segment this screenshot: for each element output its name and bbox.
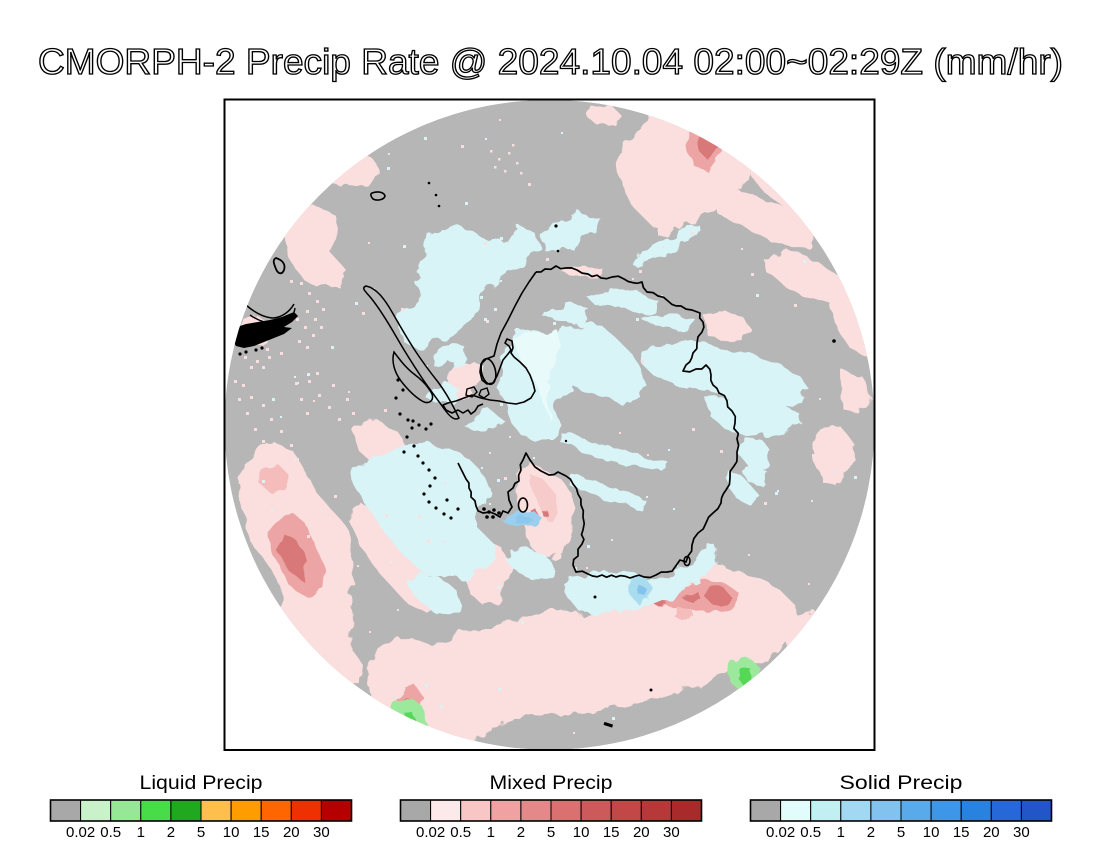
- svg-text:15: 15: [253, 824, 270, 841]
- svg-text:5: 5: [197, 824, 205, 841]
- svg-text:20: 20: [283, 824, 300, 841]
- svg-text:30: 30: [313, 824, 330, 841]
- svg-text:10: 10: [923, 824, 940, 841]
- svg-text:20: 20: [633, 824, 650, 841]
- svg-text:0.5: 0.5: [450, 824, 471, 841]
- svg-text:Solid Precip: Solid Precip: [840, 773, 963, 794]
- svg-text:0.5: 0.5: [800, 824, 821, 841]
- svg-text:10: 10: [573, 824, 590, 841]
- svg-text:2: 2: [167, 824, 175, 841]
- svg-text:1: 1: [137, 824, 145, 841]
- svg-text:5: 5: [547, 824, 555, 841]
- svg-text:15: 15: [603, 824, 620, 841]
- svg-text:Mixed Precip: Mixed Precip: [490, 773, 613, 794]
- svg-text:2: 2: [517, 824, 525, 841]
- svg-text:CMORPH-2 Precip Rate @ 2024.10: CMORPH-2 Precip Rate @ 2024.10.04 02:00~…: [38, 41, 1063, 82]
- svg-text:Liquid Precip: Liquid Precip: [140, 773, 263, 794]
- svg-text:20: 20: [983, 824, 1000, 841]
- svg-text:30: 30: [1013, 824, 1030, 841]
- svg-text:0.02: 0.02: [766, 824, 795, 841]
- svg-text:0.5: 0.5: [100, 824, 121, 841]
- svg-text:0.02: 0.02: [416, 824, 445, 841]
- svg-text:1: 1: [837, 824, 845, 841]
- svg-text:30: 30: [663, 824, 680, 841]
- svg-text:0.02: 0.02: [66, 824, 95, 841]
- svg-text:15: 15: [953, 824, 970, 841]
- svg-text:5: 5: [897, 824, 905, 841]
- svg-text:1: 1: [487, 824, 495, 841]
- svg-text:2: 2: [867, 824, 875, 841]
- svg-text:10: 10: [223, 824, 240, 841]
